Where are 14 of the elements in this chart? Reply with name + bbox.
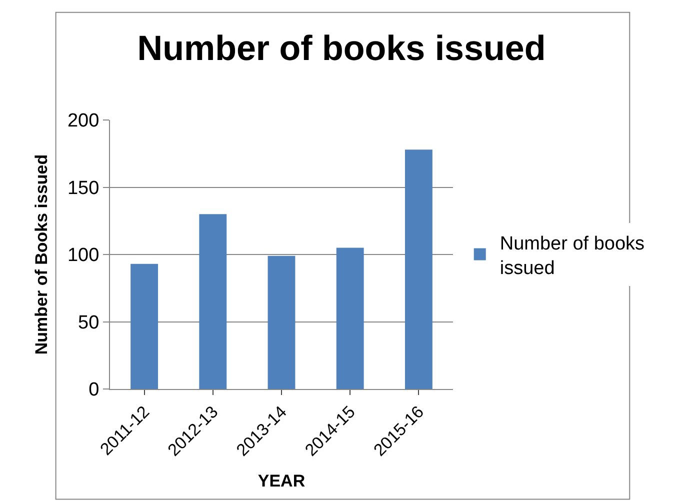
y-tick-label: 100	[67, 245, 100, 266]
y-tick-label: 200	[67, 110, 100, 132]
y-tick-label: 50	[78, 312, 100, 334]
bar	[130, 264, 158, 389]
bar	[404, 150, 432, 389]
y-tick-label: 150	[67, 178, 100, 199]
bar	[268, 256, 296, 389]
y-tick-label: 0	[88, 380, 100, 401]
legend-label: Number of books issued	[500, 233, 645, 279]
y-axis-title: Number of Books issued	[32, 154, 52, 355]
bar	[199, 214, 227, 389]
chart-title: Number of books issued	[137, 28, 546, 68]
x-axis-title: YEAR	[258, 471, 306, 490]
bar	[336, 248, 364, 389]
